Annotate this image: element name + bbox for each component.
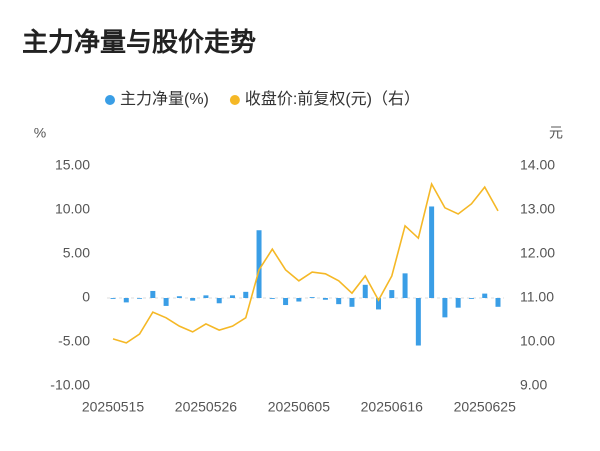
y2-tick-label: 12.00: [520, 245, 555, 261]
y2-tick-label: 11.00: [520, 289, 554, 305]
bar: [402, 273, 408, 298]
bar: [229, 295, 235, 298]
bar: [495, 298, 501, 307]
y2-tick-label: 10.00: [520, 333, 555, 349]
bar: [336, 298, 342, 305]
bar: [163, 298, 169, 306]
bar: [296, 298, 302, 302]
bar: [110, 298, 116, 299]
bar: [482, 293, 488, 298]
bar: [203, 295, 209, 298]
bar: [150, 290, 156, 298]
y-tick-label: 5.00: [63, 245, 90, 261]
bar: [137, 298, 143, 299]
bar: [269, 298, 275, 299]
y-tick-label: -5.00: [58, 333, 90, 349]
bar: [190, 298, 196, 301]
y2-tick-label: 13.00: [520, 201, 555, 217]
bar: [455, 298, 461, 308]
bar: [283, 298, 289, 306]
y2-tick-label: 9.00: [520, 377, 547, 393]
bar: [349, 298, 355, 307]
y2-tick-label: 14.00: [520, 157, 555, 173]
bar: [442, 298, 448, 318]
bar: [376, 298, 382, 310]
bar: [362, 284, 368, 298]
bar: [243, 291, 249, 298]
legend-label: 主力净量(%): [120, 90, 209, 108]
bar: [322, 298, 328, 300]
bar: [216, 298, 222, 304]
x-tick-label: 20250625: [454, 399, 517, 415]
chart-title: 主力净量与股价走势: [22, 27, 256, 57]
x-tick-label: 20250515: [82, 399, 145, 415]
bar: [415, 298, 421, 346]
legend-marker: [105, 95, 115, 105]
bar: [309, 297, 315, 298]
bar: [389, 290, 395, 298]
bar: [468, 298, 474, 299]
legend-label: 收盘价:前复权(元)（右）: [245, 89, 420, 108]
bar: [256, 230, 262, 298]
bar: [176, 296, 182, 298]
y-tick-label: -10.00: [50, 377, 90, 393]
x-tick-label: 20250526: [175, 399, 238, 415]
y-axis-label: %: [34, 125, 46, 141]
y-tick-label: 0: [82, 289, 90, 305]
y-tick-label: 15.00: [55, 157, 90, 173]
x-tick-label: 20250616: [361, 399, 424, 415]
x-tick-label: 20250605: [268, 399, 331, 415]
price-line: [112, 181, 499, 344]
bar: [123, 298, 129, 303]
bar: [429, 206, 435, 298]
legend-marker: [229, 95, 240, 105]
y2-axis-label: 元: [549, 125, 563, 141]
y-tick-label: 10.00: [55, 201, 90, 217]
